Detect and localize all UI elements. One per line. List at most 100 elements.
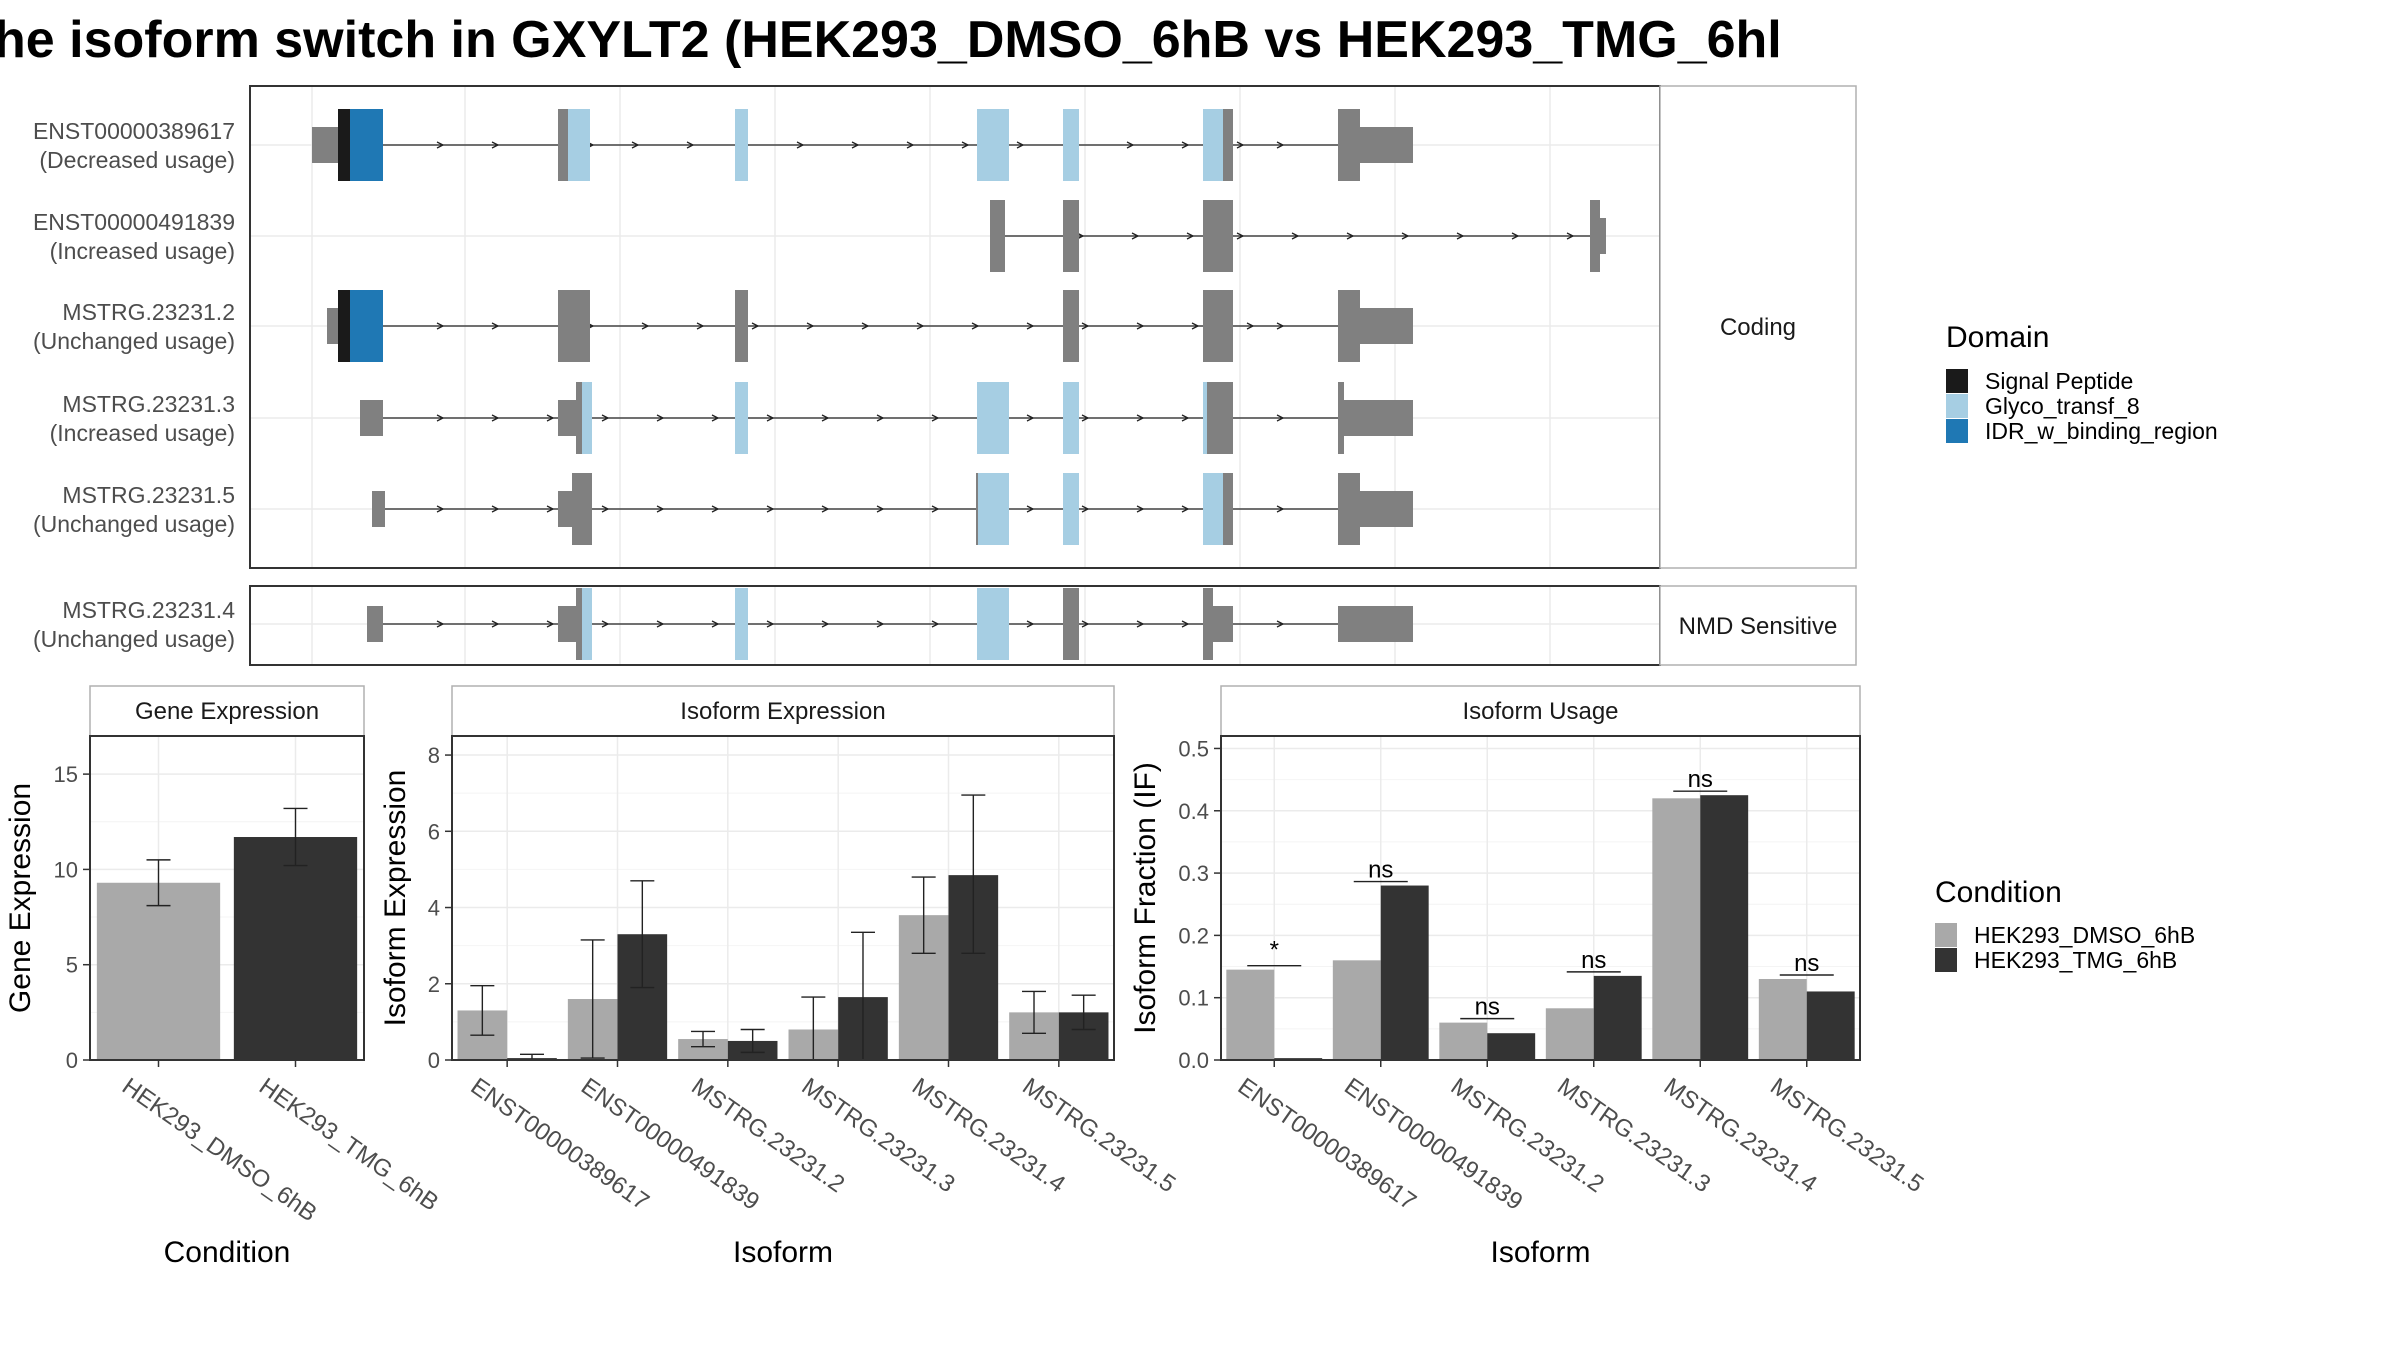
intron-direction-arrow bbox=[711, 414, 720, 422]
coding-exon bbox=[1203, 200, 1233, 272]
condition-legend-title: Condition bbox=[1935, 876, 2062, 909]
intron-direction-arrow bbox=[1276, 414, 1285, 422]
intron-direction-arrow bbox=[861, 322, 870, 330]
intron-direction-arrow bbox=[1236, 141, 1245, 149]
glyco-transf-8-domain bbox=[977, 382, 1009, 454]
intron-direction-arrow bbox=[806, 322, 815, 330]
intron-direction-arrow bbox=[601, 414, 610, 422]
glyco-transf-8-domain bbox=[1203, 382, 1207, 454]
intron-direction-arrow bbox=[1191, 322, 1200, 330]
intron-direction-arrow bbox=[631, 141, 640, 149]
intron-direction-arrow bbox=[1456, 232, 1465, 240]
coding-exon bbox=[1338, 473, 1360, 545]
transcript-usage-label: (Unchanged usage) bbox=[33, 626, 235, 652]
intron-direction-arrow bbox=[1081, 414, 1090, 422]
intron-direction-arrow bbox=[1081, 620, 1090, 628]
transcript-id-label: MSTRG.23231.2 bbox=[62, 299, 235, 325]
coding-strip bbox=[1659, 85, 1857, 569]
transcript-id-label: MSTRG.23231.3 bbox=[62, 391, 235, 417]
intron-direction-arrow bbox=[656, 505, 665, 513]
utr-exon bbox=[1360, 127, 1413, 163]
bar bbox=[1700, 795, 1749, 1060]
y-tick-label: 4 bbox=[428, 896, 440, 921]
intron-direction-arrow bbox=[656, 414, 665, 422]
transcript-usage-label: (Unchanged usage) bbox=[33, 328, 235, 354]
intron-direction-arrow bbox=[766, 505, 775, 513]
idr-domain bbox=[350, 109, 383, 181]
y-axis-title: Isoform Fraction (IF) bbox=[1129, 762, 1162, 1034]
coding-exon bbox=[1590, 200, 1600, 272]
intron-direction-arrow bbox=[686, 141, 695, 149]
domain-legend-label: IDR_w_binding_region bbox=[1985, 418, 2218, 444]
coding-exon bbox=[976, 473, 978, 545]
y-tick-label: 0 bbox=[428, 1048, 440, 1073]
intron-direction-arrow bbox=[1276, 141, 1285, 149]
utr-exon bbox=[327, 308, 338, 344]
idr-domain bbox=[350, 290, 383, 362]
condition-legend-key bbox=[1935, 948, 1957, 972]
x-axis-title: Condition bbox=[164, 1236, 291, 1269]
intron-direction-arrow bbox=[1276, 620, 1285, 628]
utr-exon bbox=[312, 127, 338, 163]
intron-direction-arrow bbox=[601, 620, 610, 628]
chart-panel-background bbox=[1221, 736, 1860, 1060]
intron-direction-arrow bbox=[876, 505, 885, 513]
intron-direction-arrow bbox=[931, 620, 940, 628]
bar bbox=[1545, 1008, 1594, 1060]
intron-direction-arrow bbox=[436, 414, 445, 422]
intron-direction-arrow bbox=[1026, 414, 1035, 422]
intron-direction-arrow bbox=[436, 322, 445, 330]
chart-title: Isoform Expression bbox=[680, 698, 885, 725]
bar bbox=[1593, 975, 1642, 1060]
y-tick-label: 0 bbox=[66, 1048, 78, 1073]
intron-direction-arrow bbox=[796, 141, 805, 149]
significance-label: ns bbox=[1581, 947, 1606, 974]
bar bbox=[1806, 991, 1855, 1060]
significance-label: * bbox=[1270, 937, 1279, 964]
transcript-usage-label: (Decreased usage) bbox=[39, 147, 235, 173]
intron-direction-arrow bbox=[1236, 232, 1245, 240]
intron-direction-arrow bbox=[491, 505, 500, 513]
bar bbox=[1332, 960, 1381, 1060]
utr-exon bbox=[1360, 491, 1413, 527]
y-tick-label: 0.1 bbox=[1178, 986, 1209, 1011]
figure-title: he isoform switch in GXYLT2 (HEK293_DMSO… bbox=[0, 11, 1782, 69]
x-tick-label: ENST00000491839 bbox=[1339, 1073, 1527, 1216]
bar bbox=[1758, 979, 1807, 1060]
intron-direction-arrow bbox=[1126, 141, 1135, 149]
chart-title: Gene Expression bbox=[135, 698, 319, 725]
utr-exon bbox=[360, 400, 383, 436]
intron-direction-arrow bbox=[656, 620, 665, 628]
transcript-id-label: ENST00000389617 bbox=[33, 118, 235, 144]
y-tick-label: 0.2 bbox=[1178, 923, 1209, 948]
intron-direction-arrow bbox=[1136, 620, 1145, 628]
x-tick-label: ENST00000491839 bbox=[576, 1073, 764, 1216]
nmd-panel-background bbox=[250, 586, 1660, 665]
utr-exon bbox=[1213, 606, 1233, 642]
y-tick-label: 15 bbox=[54, 762, 78, 787]
intron-direction-arrow bbox=[491, 141, 500, 149]
intron-direction-arrow bbox=[1081, 322, 1090, 330]
intron-direction-arrow bbox=[821, 505, 830, 513]
nmd-strip bbox=[1659, 585, 1857, 666]
bar bbox=[96, 882, 221, 1060]
intron-direction-arrow bbox=[916, 322, 925, 330]
glyco-transf-8-domain bbox=[735, 382, 748, 454]
transcript-id-label: MSTRG.23231.5 bbox=[62, 482, 235, 508]
glyco-transf-8-domain bbox=[582, 382, 592, 454]
coding-exon bbox=[1203, 588, 1213, 660]
x-tick-label: ENST00000389617 bbox=[1233, 1073, 1421, 1216]
utr-exon bbox=[558, 491, 572, 527]
bar bbox=[1226, 969, 1275, 1060]
intron-direction-arrow bbox=[751, 322, 760, 330]
glyco-transf-8-domain bbox=[582, 588, 592, 660]
glyco-transf-8-domain bbox=[735, 109, 748, 181]
y-tick-label: 6 bbox=[428, 819, 440, 844]
domain-legend-title: Domain bbox=[1946, 321, 2049, 354]
transcript-id-label: ENST00000491839 bbox=[33, 209, 235, 235]
x-tick-label: ENST00000389617 bbox=[466, 1073, 654, 1216]
intron-direction-arrow bbox=[1181, 141, 1190, 149]
y-tick-label: 5 bbox=[66, 953, 78, 978]
intron-direction-arrow bbox=[1136, 414, 1145, 422]
